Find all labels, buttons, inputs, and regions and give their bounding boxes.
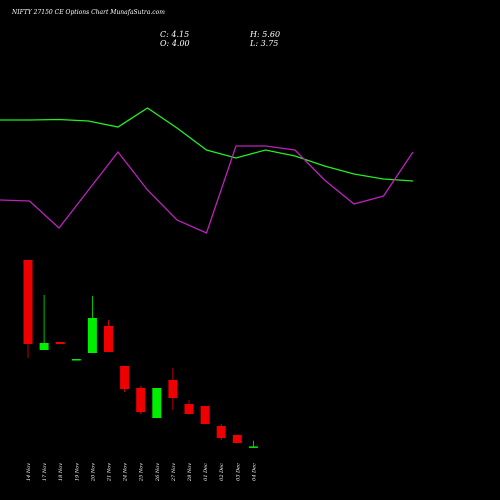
candle-body: [184, 404, 194, 414]
indicator-line: [0, 107, 414, 182]
summary-label: L:: [249, 39, 258, 48]
summary-label: O:: [160, 39, 170, 48]
candle-body: [39, 343, 49, 350]
x-tick-label: 17 Nov: [42, 463, 48, 481]
candle-body: [120, 366, 130, 389]
x-tick-label: 01 Dec: [203, 463, 209, 481]
x-tick-label: 03 Dec: [235, 463, 241, 481]
indicator-line: [0, 145, 414, 234]
summary-item: L: 3.75: [249, 39, 278, 48]
x-tick-label: 14 Nov: [26, 463, 32, 481]
chart-title: NIFTY 27150 CE Options Chart MunafaSutra…: [11, 9, 165, 16]
summary-value: 3.75: [261, 39, 279, 48]
x-tick-label: 04 Dec: [251, 463, 257, 481]
candle-body: [55, 342, 65, 344]
candle-body: [200, 406, 210, 424]
x-tick-label: 19 Nov: [74, 463, 80, 481]
candle-body: [152, 388, 162, 418]
candle-body: [23, 260, 33, 344]
candle-body: [104, 326, 113, 352]
candle-body: [232, 435, 242, 443]
x-tick-label: 24 Nov: [123, 463, 129, 482]
x-tick-label: 21 Nov: [107, 463, 113, 482]
summary-value: 4.15: [170, 30, 189, 39]
candle-body: [168, 380, 178, 398]
x-tick-label: 26 Nov: [155, 463, 161, 482]
x-tick-label: 25 Nov: [139, 463, 145, 482]
candle-body: [248, 446, 258, 448]
candle-body: [87, 318, 97, 353]
summary-item: C: 4.15: [160, 30, 189, 39]
x-tick-label: 18 Nov: [58, 463, 64, 481]
candle-body: [216, 426, 226, 438]
summary-item: H: 5.60: [249, 30, 280, 39]
summary-value: 5.60: [262, 30, 280, 39]
x-tick-label: 02 Dec: [219, 463, 225, 481]
x-tick-label: 20 Nov: [90, 463, 96, 482]
summary-label: H:: [249, 30, 260, 39]
summary-item: O: 4.00: [160, 39, 190, 48]
x-tick-label: 28 Nov: [187, 463, 193, 482]
summary-value: 4.00: [171, 39, 190, 48]
candle-body: [71, 359, 81, 361]
summary-label: C:: [160, 30, 169, 39]
candle-body: [136, 388, 146, 412]
x-tick-label: 27 Nov: [171, 463, 177, 482]
